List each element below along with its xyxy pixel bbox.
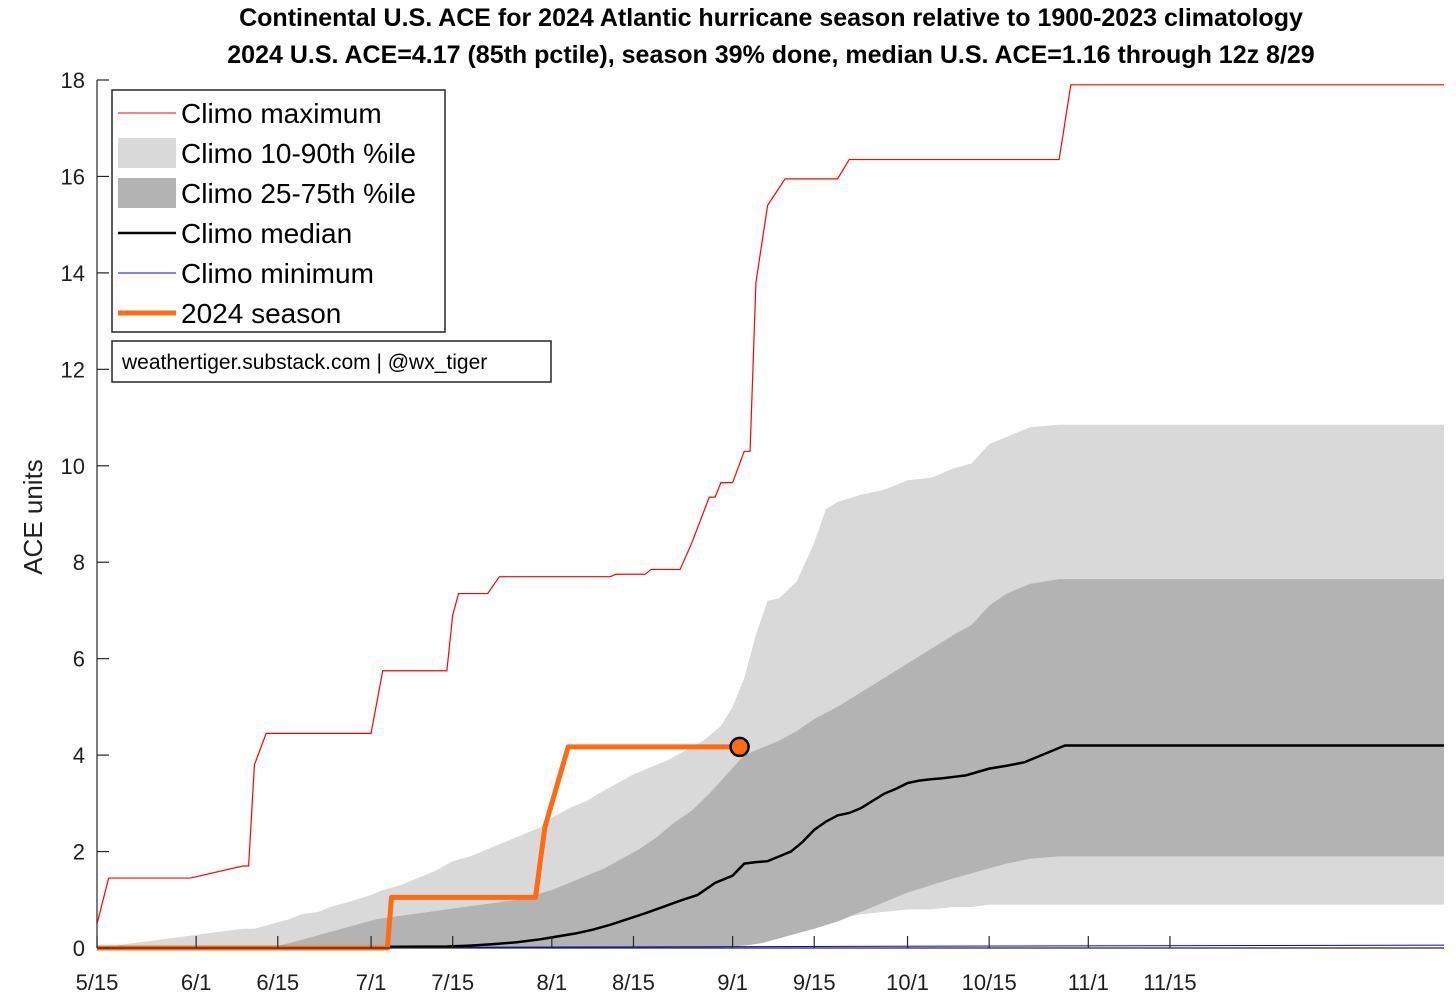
credit-annotation: weathertiger.substack.com | @wx_tiger xyxy=(111,340,552,383)
y-tick-label: 8 xyxy=(73,550,85,575)
credit-text: weathertiger.substack.com | @wx_tiger xyxy=(121,351,487,374)
y-tick-label: 16 xyxy=(61,164,85,189)
x-tick-label: 7/1 xyxy=(356,970,387,995)
y-tick-label: 0 xyxy=(73,936,85,961)
chart-title: Continental U.S. ACE for 2024 Atlantic h… xyxy=(239,4,1303,32)
chart-subtitle: 2024 U.S. ACE=4.17 (85th pctile), season… xyxy=(227,41,1314,69)
line-climo-maximum xyxy=(96,84,1444,925)
legend-label-min: Climo minimum xyxy=(181,258,374,289)
y-tick-label: 18 xyxy=(61,68,85,93)
x-tick-label: 10/15 xyxy=(962,970,1017,995)
x-tick-label: 10/1 xyxy=(886,970,929,995)
y-tick-label: 4 xyxy=(73,743,85,768)
legend-label-season: 2024 season xyxy=(181,298,341,329)
x-tick-label: 9/1 xyxy=(717,970,748,995)
x-tick-label: 5/15 xyxy=(76,970,119,995)
y-tick-label: 2 xyxy=(73,840,85,865)
y-tick-label: 6 xyxy=(73,647,85,672)
legend: Climo maximum Climo 10-90th %ile Climo 2… xyxy=(111,89,446,333)
y-tick-label: 10 xyxy=(61,454,85,479)
credit-box xyxy=(111,340,552,383)
y-tick-label: 12 xyxy=(61,357,85,382)
current-point-marker xyxy=(729,736,750,758)
y-axis-label: ACE units xyxy=(18,459,48,575)
line-climo-median xyxy=(96,744,1444,950)
y-tick-label: 14 xyxy=(61,261,85,286)
legend-swatch-10-90 xyxy=(118,138,176,168)
x-tick-label: 8/15 xyxy=(612,970,655,995)
climo-bands xyxy=(97,424,1444,948)
legend-label-25-75: Climo 25-75th %ile xyxy=(181,178,416,209)
x-tick-label: 6/15 xyxy=(256,970,299,995)
x-tick-label: 8/1 xyxy=(537,970,568,995)
axes: 0 2 4 6 8 10 12 14 16 18 5/15 6/1 6/15 7/1 7/15 8/1 8/15… xyxy=(61,68,1444,995)
x-tick-label: 7/15 xyxy=(431,970,474,995)
legend-label-median: Climo median xyxy=(181,218,352,249)
x-tick-label: 11/15 xyxy=(1143,970,1196,995)
band-25-75 xyxy=(97,579,1444,948)
x-tick-label: 9/15 xyxy=(793,970,836,995)
legend-label-10-90: Climo 10-90th %ile xyxy=(181,138,416,169)
legend-label-max: Climo maximum xyxy=(181,98,382,129)
legend-box xyxy=(111,89,446,333)
legend-swatch-25-75 xyxy=(118,178,176,208)
x-tick-label: 6/1 xyxy=(181,970,212,995)
x-tick-label: 11/1 xyxy=(1068,970,1109,995)
